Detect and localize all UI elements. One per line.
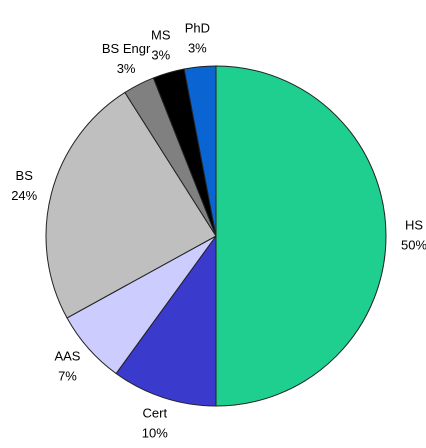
pie-slice bbox=[115, 234, 217, 407]
slice-label: BS bbox=[16, 168, 34, 183]
slice-value-label: 10% bbox=[142, 426, 168, 441]
slice-label: AAS bbox=[54, 348, 80, 363]
slice-label: Cert bbox=[143, 406, 168, 421]
slice-label: HS bbox=[405, 217, 423, 232]
slice-value-label: 3% bbox=[117, 61, 136, 76]
pie-slice bbox=[183, 65, 217, 237]
slice-label: MS bbox=[151, 27, 171, 42]
slice-value-label: 7% bbox=[58, 368, 77, 383]
slice-value-label: 3% bbox=[188, 40, 207, 55]
slice-label: PhD bbox=[185, 20, 210, 35]
slice-value-label: 50% bbox=[401, 237, 426, 252]
slice-label: BS Engr bbox=[102, 41, 151, 56]
slice-value-label: 3% bbox=[151, 47, 170, 62]
pie-slice bbox=[215, 65, 387, 407]
pie-slice bbox=[45, 91, 217, 319]
slice-value-label: 24% bbox=[11, 188, 37, 203]
